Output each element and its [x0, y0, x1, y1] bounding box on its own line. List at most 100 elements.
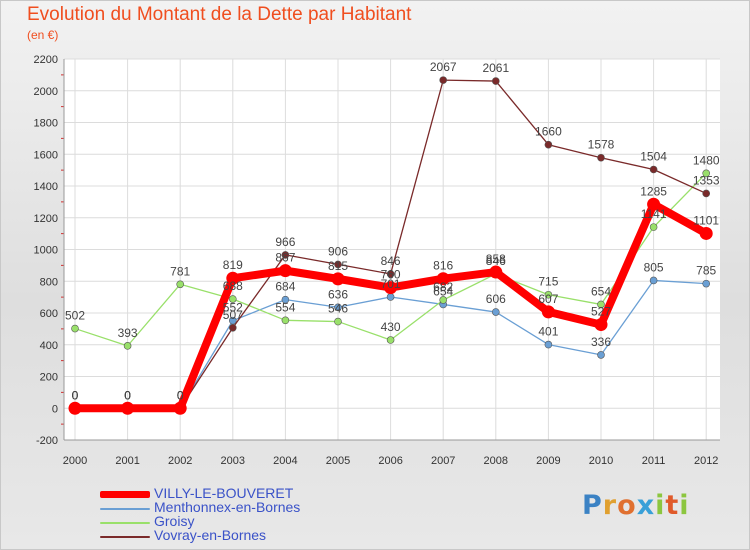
- logo-letter: t: [665, 490, 680, 521]
- data-label: 819: [223, 258, 243, 272]
- data-label: 401: [538, 325, 558, 339]
- data-point: [597, 153, 605, 162]
- data-point: [331, 272, 345, 286]
- data-label: 815: [328, 259, 348, 273]
- data-label: 760: [381, 268, 401, 282]
- data-point: [226, 271, 240, 285]
- data-point: [281, 316, 290, 325]
- data-point: [649, 223, 658, 231]
- data-label: 554: [275, 300, 295, 314]
- data-label: 336: [591, 335, 611, 349]
- x-tick-label: 2007: [431, 455, 455, 467]
- data-label: 606: [486, 292, 506, 306]
- data-point: [121, 401, 135, 415]
- data-label: 682: [433, 280, 453, 294]
- data-label: 0: [177, 388, 184, 402]
- data-label: 0: [124, 388, 131, 402]
- x-tick-label: 2000: [63, 455, 87, 467]
- data-point: [489, 265, 503, 279]
- data-label: 0: [177, 388, 184, 402]
- logo-letter: o: [617, 490, 637, 521]
- data-label: 846: [486, 254, 506, 268]
- data-label: 0: [72, 388, 79, 402]
- y-tick-label: 1000: [34, 245, 58, 257]
- data-point: [544, 290, 553, 299]
- data-point: [597, 351, 605, 359]
- data-label: 2067: [430, 60, 457, 74]
- x-tick-label: 2011: [642, 455, 666, 467]
- data-label: 1101: [693, 213, 719, 227]
- data-label: 1480: [693, 153, 720, 167]
- legend-label: VILLY-LE-BOUVERET: [154, 485, 294, 501]
- data-label: 607: [538, 292, 558, 306]
- data-point: [334, 317, 342, 326]
- data-point: [541, 305, 555, 319]
- data-label: 0: [124, 388, 131, 402]
- logo-letter: i: [679, 490, 690, 521]
- legend-label: Menthonnex-en-Bornes: [154, 499, 301, 515]
- data-point: [123, 342, 132, 350]
- data-label: 654: [591, 284, 611, 298]
- data-label: 1353: [693, 173, 720, 187]
- data-label: 507: [223, 308, 243, 322]
- data-label: 0: [124, 388, 131, 402]
- x-tick-label: 2006: [378, 455, 402, 467]
- logo-letter: P: [582, 490, 603, 521]
- data-label: 0: [72, 388, 79, 402]
- data-point: [173, 401, 187, 415]
- data-point: [702, 169, 711, 178]
- data-point: [334, 260, 342, 269]
- data-point: [384, 281, 398, 295]
- data-point: [229, 323, 237, 332]
- data-label: 858: [486, 252, 506, 266]
- grid: [64, 58, 720, 441]
- data-label: 527: [591, 305, 611, 319]
- series-points: [68, 76, 713, 415]
- data-label: 1504: [640, 149, 667, 163]
- y-tick-label: 2200: [34, 54, 58, 66]
- data-point: [597, 300, 605, 309]
- data-label: 430: [381, 320, 401, 334]
- data-point: [386, 336, 395, 344]
- data-label: 688: [223, 279, 243, 293]
- data-point: [176, 280, 184, 289]
- data-point: [71, 324, 79, 333]
- logo-letter: r: [602, 490, 618, 521]
- x-tick-label: 2009: [536, 455, 560, 467]
- chart-title: Evolution du Montant de la Dette par Hab…: [27, 4, 412, 25]
- y-tick-label: 1400: [34, 181, 58, 193]
- data-label: 552: [223, 301, 243, 315]
- data-label: 785: [696, 264, 716, 278]
- data-point: [439, 76, 448, 84]
- x-tick-label: 2004: [273, 455, 297, 467]
- data-point: [491, 77, 500, 85]
- data-label: 715: [538, 275, 558, 289]
- data-point: [278, 264, 292, 278]
- x-tick-label: 2001: [115, 455, 139, 467]
- x-tick-label: 2012: [694, 455, 718, 467]
- data-point: [647, 197, 661, 211]
- legend-swatch: [100, 536, 150, 538]
- data-label: 867: [275, 251, 295, 265]
- y-tick-label: 1200: [34, 213, 58, 225]
- legend-swatch: [100, 522, 150, 524]
- y-tick-label: 0: [52, 403, 58, 415]
- logo-letter: i: [655, 490, 666, 521]
- data-label: 654: [433, 284, 453, 298]
- data-label: 0: [177, 388, 184, 402]
- y-tick-label: -200: [36, 435, 58, 447]
- legend-swatch: [100, 491, 150, 498]
- x-tick-label: 2003: [221, 455, 245, 467]
- data-label: 805: [644, 260, 664, 274]
- y-tick-label: 2000: [34, 86, 58, 98]
- data-label: 636: [328, 287, 348, 301]
- y-tick-label: 1800: [34, 118, 58, 130]
- data-point: [544, 340, 553, 349]
- data-label: 781: [170, 264, 190, 278]
- data-label: 1660: [535, 125, 562, 139]
- y-tick-label: 600: [40, 308, 58, 320]
- data-point: [281, 251, 290, 259]
- data-point: [68, 401, 82, 415]
- legend-label: Vovray-en-Bornes: [154, 527, 267, 543]
- data-point: [699, 226, 713, 240]
